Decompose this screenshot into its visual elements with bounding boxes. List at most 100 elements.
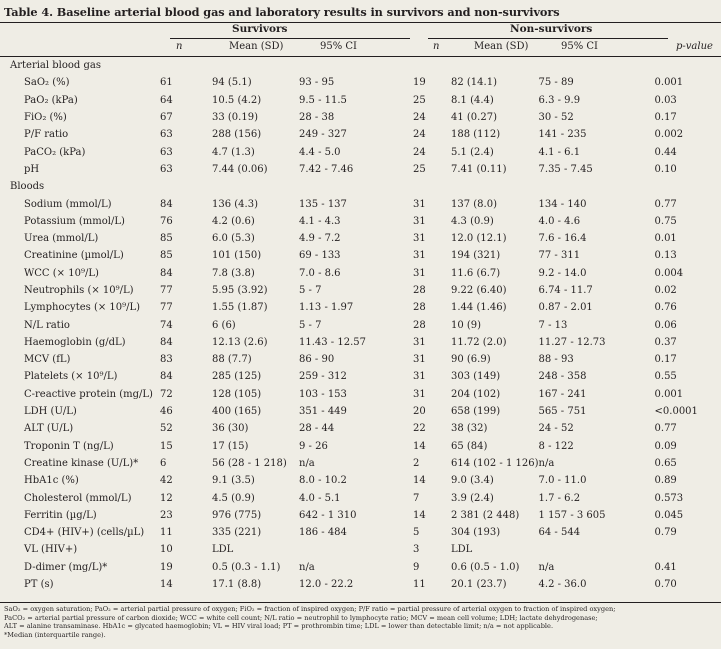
p-value: 0.001: [654, 388, 684, 400]
survivors-n: 46: [160, 406, 173, 418]
survivors-mean-sd: 17.1 (8.8): [212, 579, 262, 591]
survivors-n: 12: [160, 492, 173, 504]
row-label: Creatinine (µmol/L): [24, 250, 124, 262]
p-value: <0.0001: [654, 406, 698, 418]
non-survivors-mean-sd: 0.6 (0.5 - 1.0): [451, 561, 520, 573]
non-survivors-group-header: Non-survivors: [510, 23, 593, 35]
non-survivors-n: 14: [413, 475, 426, 487]
p-value: 0.01: [654, 233, 677, 245]
table-row: VL (HIV+) 10 LDL 3 LDL: [0, 541, 721, 558]
p-value: 0.03: [654, 94, 677, 106]
survivors-ci: 28 - 38: [299, 112, 335, 124]
section-header-row: Arterial blood gas: [0, 57, 721, 74]
row-label: Haemoglobin (g/dL): [24, 336, 126, 348]
survivors-n: 84: [160, 336, 173, 348]
non-survivors-ci: 1 157 - 3 605: [538, 509, 606, 521]
non-survivors-n: 31: [413, 354, 426, 366]
non-survivors-n: 5: [413, 527, 420, 539]
non-survivors-n: 31: [413, 267, 426, 279]
non-survivors-ci: 7.0 - 11.0: [538, 475, 587, 487]
non-survivors-n: 28: [413, 285, 426, 296]
footnote-line: PaCO₂ = arterial partial pressure of car…: [4, 613, 598, 622]
mean-sd-header-survivors: Mean (SD): [229, 41, 284, 52]
row-label: N/L ratio: [24, 319, 70, 331]
row-label: ALT (U/L): [24, 423, 74, 435]
row-label: pH: [24, 163, 40, 175]
non-survivors-mean-sd: 82 (14.1): [451, 77, 497, 89]
survivors-n: 85: [160, 233, 173, 245]
p-value: 0.10: [654, 163, 677, 175]
survivors-n: 67: [160, 112, 173, 124]
survivors-ci: 4.9 - 7.2: [299, 233, 341, 245]
non-survivors-mean-sd: 2 381 (2 448): [451, 509, 520, 521]
non-survivors-ci: 0.87 - 2.01: [538, 302, 593, 314]
table-row: HbA1c (%) 42 9.1 (3.5) 8.0 - 10.2 14 9.0 (3.4…: [0, 472, 721, 489]
survivors-mean-sd: 400 (165): [212, 406, 262, 418]
survivors-n: 84: [160, 267, 173, 279]
non-survivors-n: 20: [413, 406, 426, 418]
n-header-survivors: n: [176, 41, 183, 52]
survivors-ci: 12.0 - 22.2: [299, 579, 354, 591]
non-survivors-n: 19: [413, 77, 426, 89]
non-survivors-mean-sd: 90 (6.9): [451, 354, 491, 366]
non-survivors-ci: 9.2 - 14.0: [538, 267, 587, 279]
survivors-n: 72: [160, 388, 173, 400]
non-survivors-ci: 7 - 13: [538, 319, 568, 331]
p-value: 0.09: [654, 440, 677, 452]
p-value: 0.17: [654, 112, 677, 124]
p-value: [655, 541, 721, 558]
row-label: C-reactive protein (mg/L): [24, 388, 153, 400]
row-label: FiO₂ (%): [24, 112, 67, 124]
survivors-n: 15: [160, 440, 173, 452]
p-value: 0.06: [654, 319, 677, 331]
p-value: 0.17: [654, 354, 677, 366]
non-survivors-n: 7: [413, 492, 420, 504]
mean-sd-header-non-survivors: Mean (SD): [474, 41, 529, 52]
survivors-underline: [170, 38, 410, 39]
row-label: PaO₂ (kPa): [24, 94, 78, 106]
survivors-mean-sd: 0.5 (0.3 - 1.1): [212, 561, 281, 573]
survivors-mean-sd: 4.7 (1.3): [212, 146, 255, 158]
table-row: PaO₂ (kPa) 64 10.5 (4.2) 9.5 - 11.5 25 8.1 (4…: [0, 92, 721, 109]
bottom-rule: [0, 602, 721, 603]
row-label: CD4+ (HIV+) (cells/µL): [24, 527, 145, 539]
survivors-mean-sd: 7.8 (3.8): [212, 267, 255, 279]
survivors-n: 63: [160, 129, 173, 141]
p-value: 0.65: [654, 457, 677, 469]
survivors-ci: 5 - 7: [299, 319, 322, 331]
row-label: VL (HIV+): [24, 544, 78, 556]
survivors-ci: 186 - 484: [299, 527, 347, 539]
survivors-n: 77: [160, 302, 173, 314]
survivors-n: 52: [160, 423, 173, 435]
survivors-n: 74: [160, 319, 173, 331]
table-row: PaCO₂ (kPa) 63 4.7 (1.3) 4.4 - 5.0 24 5.1 (2.…: [0, 143, 721, 160]
non-survivors-n: 28: [413, 302, 426, 314]
survivors-ci: 249 - 327: [299, 129, 347, 141]
survivors-mean-sd: 5.95 (3.92): [212, 285, 268, 296]
survivors-mean-sd: 285 (125): [212, 371, 262, 383]
survivors-n: 77: [160, 285, 173, 296]
non-survivors-ci: 6.74 - 11.7: [538, 285, 593, 296]
non-survivors-ci: 141 - 235: [538, 129, 587, 141]
p-value: 0.001: [654, 77, 684, 89]
row-label: Platelets (× 10⁹/L): [24, 371, 118, 383]
p-value: 0.573: [654, 492, 684, 504]
footnote-line: ALT = alanine transaminase. HbA1c = glyc…: [4, 622, 554, 631]
non-survivors-n: 31: [413, 336, 426, 348]
survivors-group-header: Survivors: [232, 23, 288, 35]
row-label: D-dimer (mg/L)*: [24, 561, 108, 573]
table-row: Neutrophils (× 10⁹/L) 77 5.95 (3.92) 5 - 7 2…: [0, 282, 721, 299]
row-label: MCV (fL): [24, 354, 71, 366]
survivors-mean-sd: 335 (221): [212, 527, 262, 539]
survivors-ci: 7.42 - 7.46: [299, 163, 354, 175]
non-survivors-ci: 8 - 122: [538, 440, 574, 452]
survivors-n: 64: [160, 94, 173, 106]
table-row: MCV (fL) 83 88 (7.7) 86 - 90 31 90 (6.9) 88 - …: [0, 351, 721, 368]
footnote-line: *Median (interquartile range).: [4, 631, 106, 640]
table-row: Cholesterol (mmol/L) 12 4.5 (0.9) 4.0 - 5.1…: [0, 489, 721, 506]
header-bottom-rule: [0, 56, 721, 57]
non-survivors-n: 25: [413, 163, 426, 175]
non-survivors-ci: 6.3 - 9.9: [538, 94, 581, 106]
non-survivors-n: 9: [413, 561, 420, 573]
